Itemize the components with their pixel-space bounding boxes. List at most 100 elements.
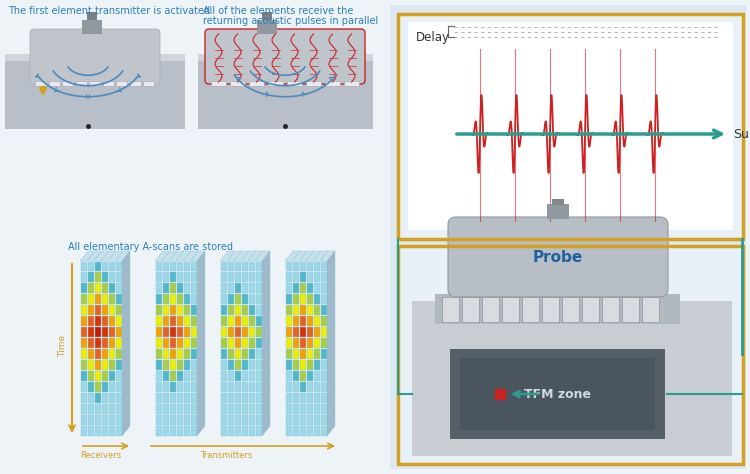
Bar xyxy=(88,338,94,348)
Bar xyxy=(101,338,107,348)
Bar xyxy=(248,404,254,414)
Bar xyxy=(190,327,196,337)
Bar xyxy=(190,426,196,436)
Bar xyxy=(176,273,182,283)
Polygon shape xyxy=(122,404,130,425)
Bar xyxy=(442,297,459,322)
Bar xyxy=(292,305,298,315)
Bar xyxy=(211,81,226,86)
Bar xyxy=(220,426,226,436)
Bar xyxy=(130,81,140,86)
Bar xyxy=(292,349,298,359)
Bar xyxy=(235,415,241,425)
Bar xyxy=(109,426,115,436)
Polygon shape xyxy=(197,328,205,348)
Bar xyxy=(299,371,305,381)
Bar xyxy=(155,294,161,304)
Bar xyxy=(460,358,655,430)
Bar xyxy=(163,349,169,359)
Polygon shape xyxy=(262,382,270,403)
Bar xyxy=(292,294,298,304)
FancyBboxPatch shape xyxy=(448,217,668,297)
Bar xyxy=(163,371,169,381)
Bar xyxy=(155,273,161,283)
Bar xyxy=(235,338,241,348)
Bar xyxy=(256,426,262,436)
Bar xyxy=(299,426,305,436)
Bar xyxy=(307,273,313,283)
Bar xyxy=(256,262,262,272)
Polygon shape xyxy=(101,251,116,261)
Polygon shape xyxy=(122,360,130,381)
Bar xyxy=(220,327,226,337)
Bar xyxy=(116,371,122,381)
Polygon shape xyxy=(197,273,205,294)
Text: The first element transmitter is activated: The first element transmitter is activat… xyxy=(8,6,210,16)
Bar xyxy=(256,404,262,414)
Bar xyxy=(101,294,107,304)
Bar xyxy=(307,404,313,414)
Polygon shape xyxy=(320,251,335,261)
Bar xyxy=(190,294,196,304)
Bar xyxy=(462,297,479,322)
Bar xyxy=(190,382,196,392)
Bar xyxy=(88,382,94,392)
Bar xyxy=(116,382,122,392)
Bar xyxy=(94,338,100,348)
Bar xyxy=(299,338,305,348)
Polygon shape xyxy=(197,251,205,272)
Polygon shape xyxy=(190,251,205,261)
Polygon shape xyxy=(122,251,130,272)
Bar xyxy=(101,273,107,283)
Bar xyxy=(242,294,248,304)
Bar xyxy=(155,349,161,359)
Bar xyxy=(80,273,86,283)
Bar xyxy=(248,393,254,403)
Bar xyxy=(155,327,161,337)
Text: Transmitters: Transmitters xyxy=(200,451,252,460)
Polygon shape xyxy=(285,251,300,261)
Bar xyxy=(220,283,226,293)
Bar xyxy=(227,382,233,392)
Polygon shape xyxy=(327,295,335,316)
Polygon shape xyxy=(327,338,335,359)
Bar xyxy=(242,327,248,337)
Text: All of the elements receive the: All of the elements receive the xyxy=(203,6,353,16)
Bar xyxy=(101,371,107,381)
Bar xyxy=(176,262,182,272)
Bar xyxy=(307,360,313,370)
Bar xyxy=(292,371,298,381)
Bar xyxy=(314,382,320,392)
Bar xyxy=(80,283,86,293)
Bar xyxy=(325,81,340,86)
Bar xyxy=(184,349,190,359)
Polygon shape xyxy=(255,251,270,261)
Bar xyxy=(184,404,190,414)
Bar xyxy=(320,426,326,436)
Bar xyxy=(450,349,665,439)
Bar xyxy=(220,349,226,359)
Bar xyxy=(62,81,73,86)
Bar xyxy=(80,415,86,425)
Bar xyxy=(220,393,226,403)
Bar xyxy=(94,262,100,272)
Bar xyxy=(242,273,248,283)
Bar xyxy=(286,415,292,425)
Bar xyxy=(80,404,86,414)
Bar xyxy=(163,283,169,293)
Bar xyxy=(292,426,298,436)
Bar xyxy=(306,81,321,86)
Bar xyxy=(502,297,519,322)
Bar xyxy=(155,316,161,326)
Polygon shape xyxy=(115,251,130,261)
Bar xyxy=(242,371,248,381)
Bar xyxy=(299,283,305,293)
Bar xyxy=(320,404,326,414)
Polygon shape xyxy=(327,306,335,327)
Bar xyxy=(286,316,292,326)
Bar xyxy=(299,316,305,326)
Bar xyxy=(80,316,86,326)
Bar xyxy=(190,393,196,403)
Bar xyxy=(80,349,86,359)
Bar xyxy=(220,360,226,370)
